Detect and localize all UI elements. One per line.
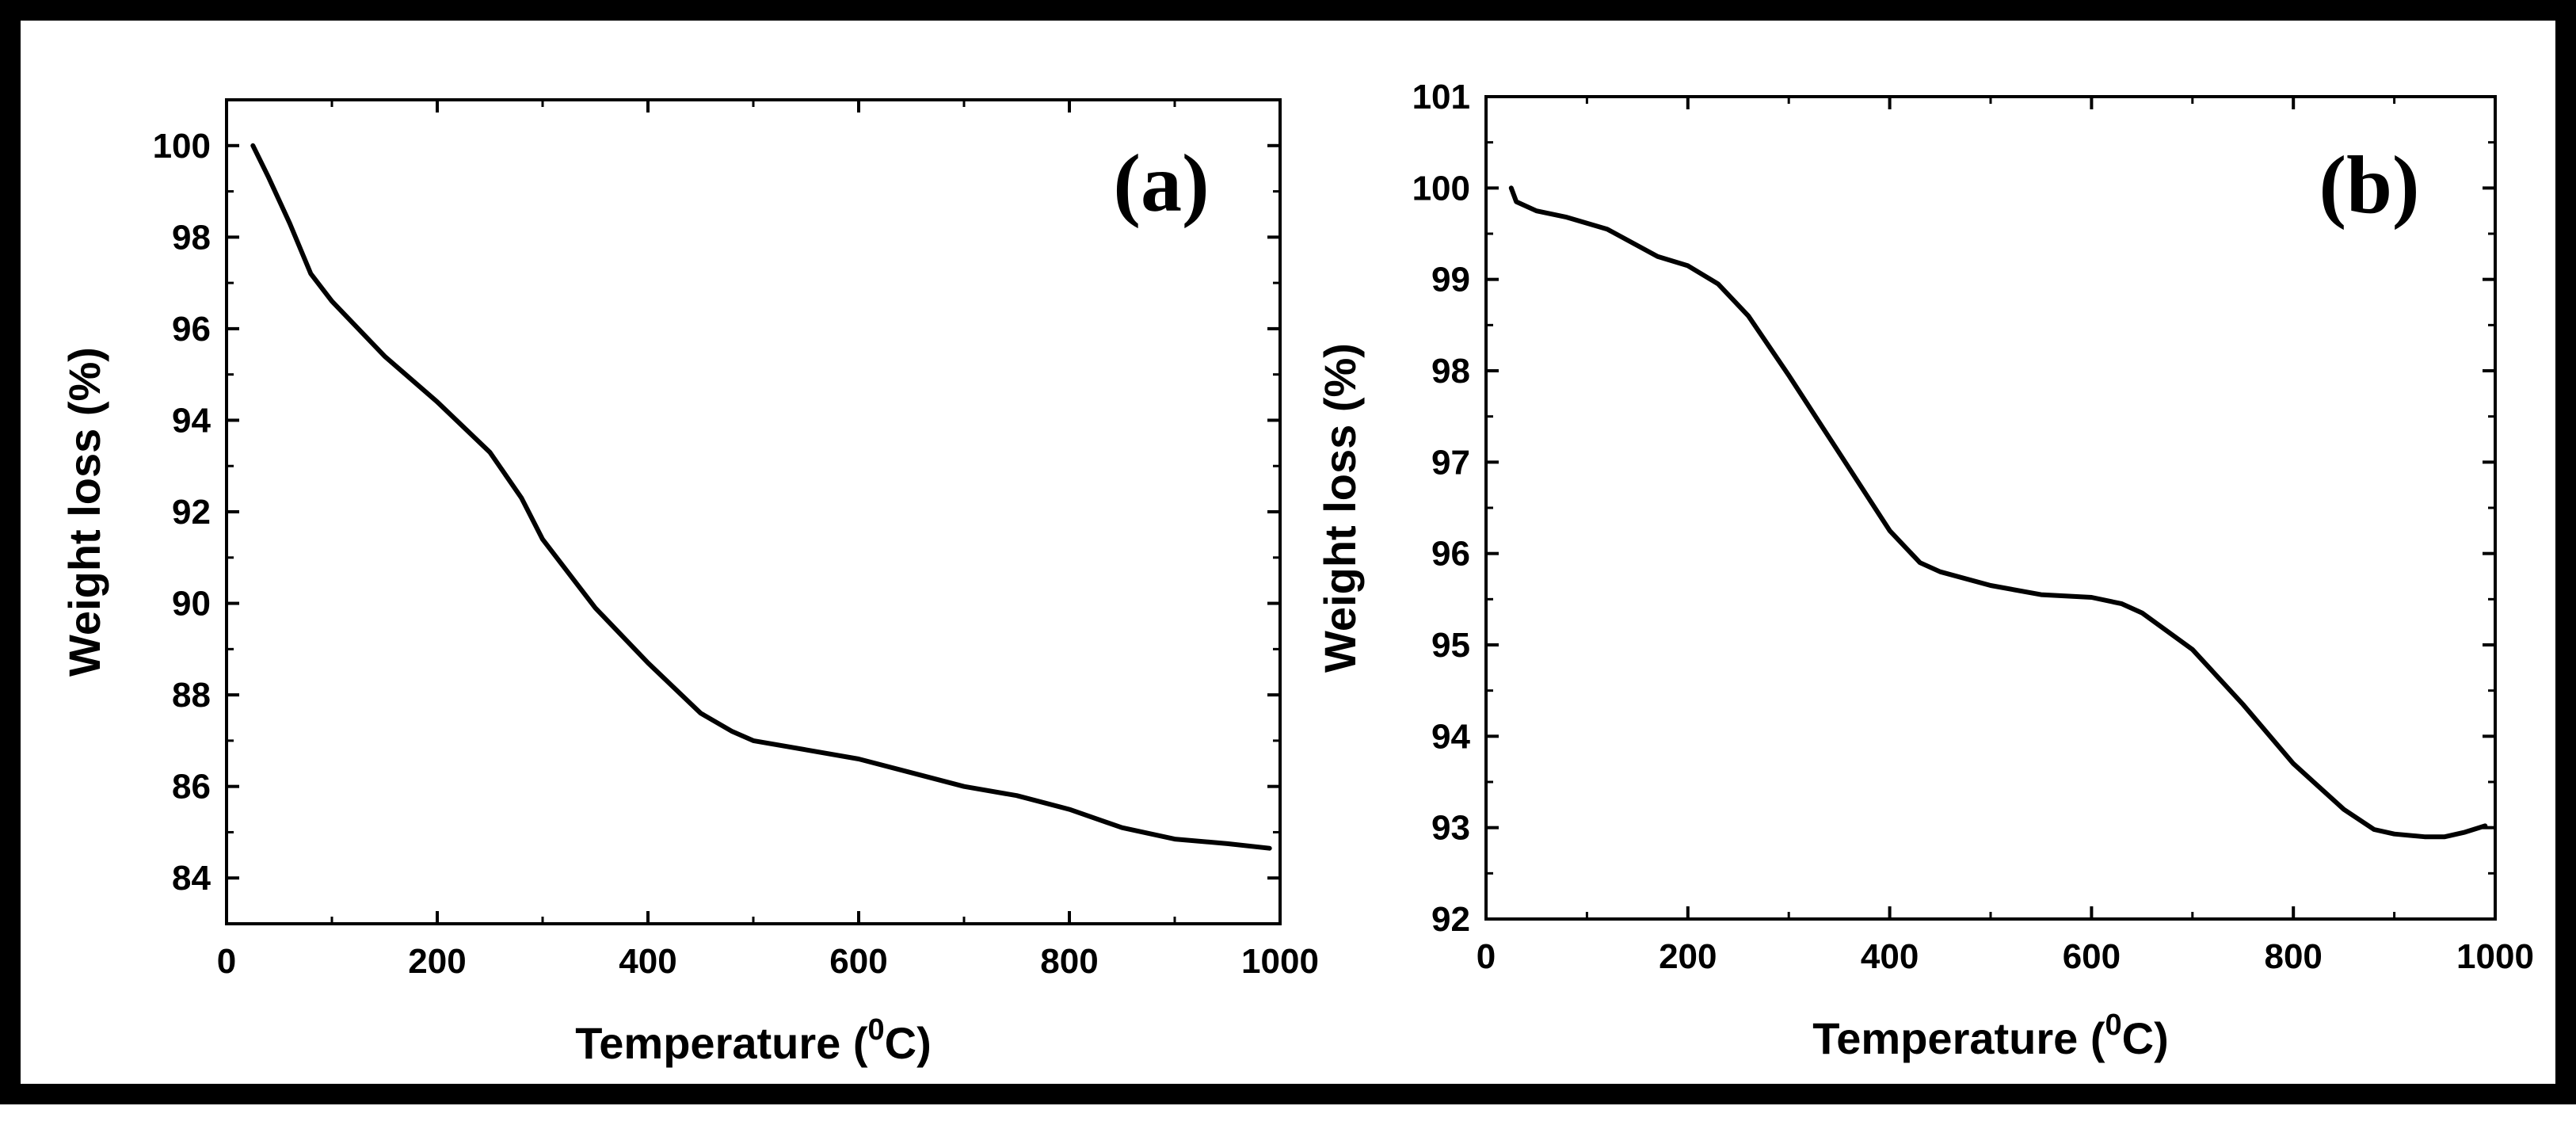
x-tick-label: 800 [2264, 937, 2322, 976]
y-tick-label: 93 [1431, 809, 1470, 848]
x-axis-title-suffix: C) [885, 1018, 932, 1068]
y-tick-label: 95 [1431, 626, 1470, 665]
y-tick-label: 98 [1431, 352, 1470, 391]
x-axis-title-prefix: Temperature ( [575, 1018, 868, 1068]
x-tick-label: 400 [1861, 937, 1919, 976]
y-tick-label: 100 [153, 127, 211, 166]
y-tick-label: 84 [172, 859, 211, 898]
series-line-0 [250, 143, 1272, 851]
y-tick-label: 86 [172, 768, 211, 807]
x-tick-label: 200 [408, 942, 466, 981]
x-tick-label: 0 [1477, 937, 1496, 976]
y-tick-label: 97 [1431, 443, 1470, 482]
y-tick-label: 92 [172, 493, 211, 532]
x-tick-label: 0 [217, 942, 236, 981]
x-tick-label: 1000 [1241, 942, 1319, 981]
x-tick-label: 600 [2063, 937, 2121, 976]
y-tick-label: 100 [1412, 169, 1470, 208]
y-tick-label: 92 [1431, 900, 1470, 939]
chart-panel-b: 0 200 400 600 800 1000 92 93 94 95 96 97 98 99 100 101 (… [1315, 78, 2534, 1063]
y-tick-label: 96 [172, 310, 211, 349]
y-axis-title: Weight loss (%) [1315, 343, 1365, 673]
y-tick-label: 90 [172, 585, 211, 624]
y-tick-label: 96 [1431, 535, 1470, 574]
series-line-0 [1508, 185, 2488, 840]
x-tick-label: 200 [1659, 937, 1717, 976]
x-tick-label: 800 [1040, 942, 1098, 981]
y-axis-title: Weight loss (%) [59, 347, 109, 677]
y-tick-label: 88 [172, 676, 211, 715]
panel-label: (b) [2319, 139, 2419, 231]
x-axis-title-superscript: 0 [2105, 1009, 2122, 1042]
x-axis-title-suffix: C) [2122, 1013, 2169, 1063]
panel-label: (a) [1113, 138, 1209, 229]
y-tick-label: 99 [1431, 261, 1470, 299]
x-tick-label: 1000 [2456, 937, 2534, 976]
x-tick-label: 600 [829, 942, 887, 981]
y-tick-label: 101 [1412, 78, 1470, 116]
x-axis-title: Temperature (0C) [575, 1013, 932, 1068]
x-axis-title-superscript: 0 [868, 1013, 885, 1047]
y-tick-label: 94 [172, 401, 211, 440]
x-axis-title: Temperature (0C) [1812, 1009, 2169, 1063]
chart-panel-a: 0 200 400 600 800 1000 84 86 88 90 92 94 96 98 100 (a) T… [59, 98, 1319, 1068]
x-axis-title-prefix: Temperature ( [1812, 1013, 2105, 1063]
y-tick-label: 94 [1431, 717, 1470, 756]
y-tick-label: 98 [172, 218, 211, 257]
x-tick-label: 400 [619, 942, 676, 981]
